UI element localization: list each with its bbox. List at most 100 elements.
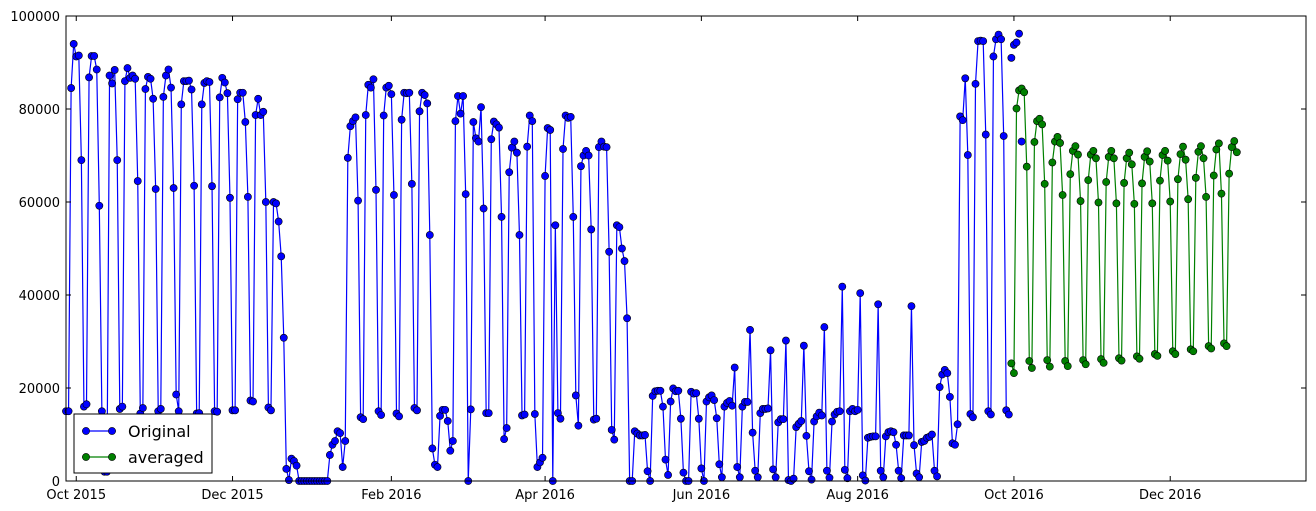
data-point (520, 410, 529, 419)
data-point (231, 406, 239, 415)
data-point (799, 341, 808, 350)
data-point (697, 464, 706, 473)
data-point (428, 444, 437, 453)
legend-label: averaged (128, 448, 204, 467)
data-point (338, 463, 347, 471)
legend-entry: Original (82, 422, 191, 441)
data-point (1138, 179, 1146, 188)
data-point (607, 425, 616, 434)
data-point (674, 386, 683, 395)
data-point (779, 415, 788, 424)
data-point (366, 83, 375, 92)
data-point (620, 257, 629, 265)
y-tick-label: 0 (52, 475, 60, 490)
data-point (1117, 356, 1126, 365)
series-1 (62, 29, 1026, 485)
data-point (853, 405, 862, 414)
data-point (530, 410, 539, 418)
data-point (90, 52, 99, 60)
data-point (569, 212, 578, 221)
data-point (1025, 357, 1034, 365)
data-point (495, 123, 503, 132)
data-point (1199, 154, 1208, 163)
data-point (443, 417, 452, 425)
data-point (656, 386, 665, 395)
data-point (835, 407, 844, 416)
data-point (448, 437, 457, 445)
data-point (197, 100, 206, 109)
legend-entry: averaged (82, 448, 204, 467)
data-point (559, 145, 567, 153)
data-point (838, 282, 847, 291)
data-point (497, 212, 506, 221)
x-tick-label: Oct 2015 (46, 488, 106, 503)
data-point (1056, 139, 1064, 147)
data-point (999, 132, 1008, 140)
data-point (856, 289, 865, 298)
data-point (123, 64, 132, 72)
data-point (1058, 191, 1067, 199)
data-point (945, 392, 954, 401)
data-point (843, 474, 852, 483)
ticks-layer: Oct 2015 Dec 2015 Feb 2016 Apr 2016 Jun 2016… (10, 10, 1306, 503)
x-tick-label: Dec 2015 (201, 488, 263, 503)
data-point (1143, 147, 1152, 156)
data-point (131, 74, 140, 83)
data-point (92, 65, 101, 74)
data-point (805, 467, 813, 476)
data-point (164, 65, 173, 74)
data-point (1015, 29, 1023, 38)
data-point (828, 417, 836, 426)
data-point (331, 437, 339, 445)
data-point (820, 323, 829, 331)
data-point (215, 93, 224, 102)
data-point (802, 431, 811, 440)
data-point (1007, 53, 1016, 62)
data-point (487, 135, 496, 144)
series-2 (1007, 84, 1241, 378)
data-point (981, 130, 990, 139)
data-point (746, 325, 754, 334)
data-point (574, 421, 583, 430)
data-point (469, 118, 478, 126)
data-point (1174, 175, 1182, 184)
data-point (413, 406, 421, 415)
data-point (343, 153, 352, 162)
data-point (477, 103, 485, 112)
data-point (748, 428, 757, 437)
data-point (113, 156, 122, 165)
data-point (208, 182, 216, 191)
data-point (989, 52, 998, 61)
data-point (643, 467, 652, 476)
data-point (372, 186, 380, 194)
data-point (1222, 342, 1231, 351)
data-point (133, 177, 142, 185)
data-point (461, 190, 470, 198)
data-point (456, 109, 465, 118)
data-point (1004, 410, 1013, 419)
data-point (666, 397, 675, 406)
data-point (592, 414, 601, 423)
data-point (825, 473, 834, 482)
data-point (441, 405, 450, 414)
data-point (1125, 148, 1134, 157)
data-point (1217, 189, 1226, 198)
data-point (817, 411, 826, 420)
data-point (282, 465, 291, 473)
data-point (1232, 148, 1241, 157)
data-point (433, 463, 442, 471)
data-point (541, 172, 549, 180)
data-point (1089, 146, 1098, 155)
data-point (341, 437, 350, 445)
data-point (213, 407, 222, 416)
data-point (1107, 146, 1116, 155)
data-point (361, 111, 370, 119)
data-point (1181, 155, 1190, 164)
data-point (1163, 156, 1172, 165)
data-point (664, 471, 672, 479)
data-point (1027, 364, 1036, 372)
data-point (915, 473, 924, 482)
data-point (1191, 173, 1200, 182)
data-point (953, 420, 962, 429)
data-point (753, 473, 762, 482)
